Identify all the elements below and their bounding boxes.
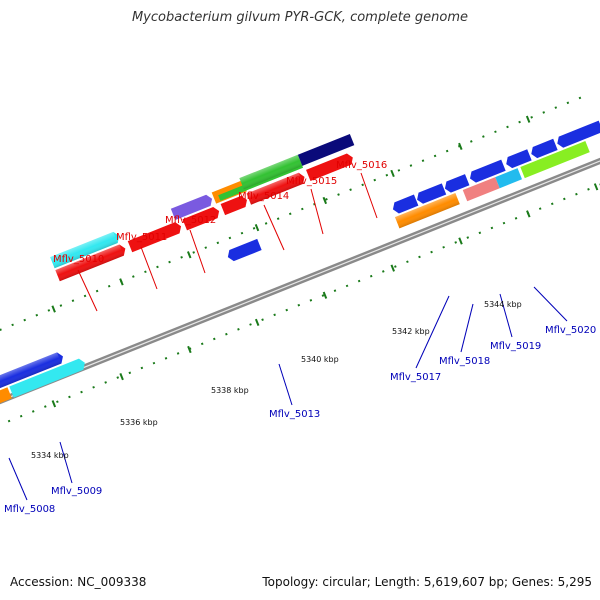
backbone-separator (0, 147, 600, 409)
scale-label: 5342 kbp (392, 327, 430, 336)
gene-arrow[interactable] (555, 120, 600, 150)
gene-label-mflv-5018[interactable]: Mflv_5018 (439, 356, 490, 367)
scale-label: 5340 kbp (301, 355, 339, 364)
gene-arrow[interactable] (182, 205, 222, 231)
gene-shading (239, 154, 303, 190)
lower-tick-track (7, 175, 600, 423)
gene-label-mflv-5014[interactable]: Mflv_5014 (238, 191, 289, 202)
gene-arrow[interactable] (170, 193, 214, 220)
gene-label-mflv-5011[interactable]: Mflv_5011 (116, 232, 167, 243)
reverse-strand-genes (226, 238, 262, 263)
leader-line (8, 457, 28, 501)
major-tick (186, 251, 192, 259)
scale-label: 5338 kbp (211, 386, 249, 395)
gene-label-mflv-5008[interactable]: Mflv_5008 (4, 504, 55, 515)
leader-line (140, 246, 158, 290)
gene-shading (246, 172, 304, 205)
scale-label: 5336 kbp (120, 418, 158, 427)
major-tick (51, 400, 57, 408)
reverse-gene-labels: Mflv_5008 Mflv_5009 Mflv_5013 Mflv_5017 … (4, 325, 596, 515)
major-tick (458, 142, 463, 150)
leader-line (460, 303, 474, 353)
major-tick (458, 237, 463, 245)
genome-backbone (0, 145, 600, 412)
gene-label-mflv-5013[interactable]: Mflv_5013 (269, 409, 320, 420)
leader-line (499, 293, 513, 338)
scale-label: 5334 kbp (31, 451, 69, 460)
gene-arrow[interactable] (443, 174, 470, 194)
gene-arrow[interactable] (495, 168, 522, 189)
gene-shading (55, 244, 124, 282)
gene-arrow[interactable] (9, 357, 87, 398)
accession-text: Accession: NC_009338 (10, 575, 147, 589)
scale-label: 5344 kbp (484, 300, 522, 309)
gene-label-mflv-5016[interactable]: Mflv_5016 (336, 160, 387, 171)
major-tick (51, 305, 56, 313)
forward-gene-labels: Mflv_5010 Mflv_5011 Mflv_5012 Mflv_5014 … (53, 160, 387, 265)
leader-line (278, 363, 293, 406)
leader-line (310, 188, 324, 235)
gene-arrow[interactable] (0, 387, 12, 411)
gene-shading (0, 352, 62, 389)
genome-title: Mycobacterium gilvum PYR-GCK, complete g… (131, 10, 469, 25)
leader-line (189, 229, 206, 274)
major-tick (254, 318, 260, 326)
genome-stats-text: Topology: circular; Length: 5,619,607 bp… (262, 575, 592, 589)
major-tick (390, 169, 395, 178)
gene-label-mflv-5015[interactable]: Mflv_5015 (286, 176, 337, 187)
leader-line (415, 295, 450, 369)
major-tick (593, 183, 599, 191)
gene-arrow[interactable] (468, 159, 506, 185)
gene-arrow[interactable] (297, 133, 355, 166)
leader-line (533, 286, 568, 322)
major-tick (322, 196, 328, 205)
major-ticks (51, 115, 599, 408)
gene-label-mflv-5009[interactable]: Mflv_5009 (51, 486, 102, 497)
major-tick (322, 291, 328, 299)
leader-line (360, 172, 378, 219)
major-tick (390, 264, 395, 272)
gene-label-mflv-5020[interactable]: Mflv_5020 (545, 325, 596, 336)
leader-line (77, 269, 98, 312)
gene-arrow[interactable] (504, 149, 532, 169)
gene-arrow[interactable] (391, 194, 419, 215)
major-tick (187, 345, 192, 354)
forward-strand-genes (0, 120, 600, 411)
lower-tick-dots (7, 175, 600, 423)
gene-shading (50, 231, 118, 269)
gene-label-mflv-5012[interactable]: Mflv_5012 (165, 215, 216, 226)
gene-shading (394, 193, 460, 229)
leader-line (59, 441, 73, 484)
label-leaders (8, 172, 568, 501)
gene-arrow[interactable] (529, 138, 558, 160)
gene-label-mflv-5017[interactable]: Mflv_5017 (390, 372, 441, 383)
major-tick (254, 224, 260, 232)
major-tick (119, 372, 124, 381)
gene-arrow[interactable] (226, 238, 262, 263)
gene-arrow[interactable] (520, 141, 590, 179)
major-tick (119, 278, 124, 286)
major-tick (525, 115, 531, 123)
gene-arrow[interactable] (415, 183, 447, 205)
gene-arrow[interactable] (220, 194, 250, 216)
scale-labels: 5334 kbp 5336 kbp 5338 kbp 5340 kbp 5342… (31, 300, 522, 460)
leader-line (263, 204, 285, 251)
gene-arrow[interactable] (127, 221, 184, 253)
gene-arrow[interactable] (462, 177, 500, 202)
gene-arrow[interactable] (306, 152, 355, 181)
major-tick (526, 210, 531, 218)
gene-label-mflv-5010[interactable]: Mflv_5010 (53, 254, 104, 265)
gene-label-mflv-5019[interactable]: Mflv_5019 (490, 341, 541, 352)
